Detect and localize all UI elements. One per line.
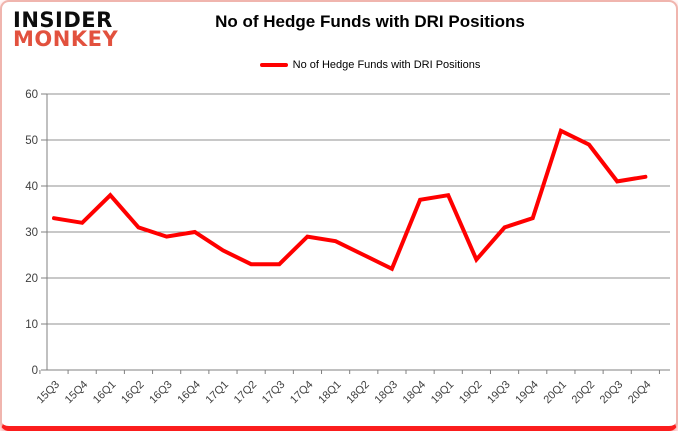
insider-monkey-logo: INSIDER MONKEY: [13, 8, 119, 52]
data-series-line: [52, 127, 648, 272]
x-tick-label: 17Q3: [260, 379, 288, 407]
x-tick-label: 16Q1: [91, 379, 119, 407]
chart-header: No of Hedge Funds with DRI Positions: [68, 12, 672, 32]
x-tick-label: 16Q2: [119, 379, 147, 407]
x-tick-label: 19Q1: [429, 379, 457, 407]
logo-text-monkey: MONKEY: [13, 27, 119, 52]
x-tick-label: 20Q1: [541, 379, 569, 407]
x-tick-label: 17Q1: [204, 379, 232, 407]
x-tick-label: 20Q3: [598, 379, 626, 407]
logo-text-insider: INSIDER: [13, 8, 113, 32]
x-tick-label: 18Q1: [316, 379, 344, 407]
legend-line-swatch: [259, 63, 288, 67]
x-tick-label: 19Q4: [513, 379, 541, 407]
x-tick-label: 18Q4: [401, 379, 429, 407]
x-tick-label: 19Q2: [457, 379, 485, 407]
x-tick-label: 16Q4: [175, 379, 203, 407]
y-tick-label: 30: [25, 227, 38, 239]
x-tick-label: 18Q3: [373, 379, 401, 407]
x-tick-label: 16Q3: [147, 379, 175, 407]
x-tick-label: 15Q3: [35, 379, 63, 407]
x-tick-label: 17Q4: [288, 379, 316, 407]
chart-legend: No of Hedge Funds with DRI Positions: [68, 59, 672, 71]
y-tick-label: 60: [25, 89, 38, 101]
y-tick-label: 0: [32, 365, 38, 377]
x-tick-label: 20Q2: [570, 379, 598, 407]
legend-label: No of Hedge Funds with DRI Positions: [292, 59, 481, 71]
x-tick-label: 17Q2: [232, 379, 260, 407]
chart-title: No of Hedge Funds with DRI Positions: [215, 12, 525, 31]
x-tick-label: 18Q2: [344, 379, 372, 407]
y-tick-label: 40: [25, 181, 38, 193]
y-tick-label: 10: [25, 319, 38, 331]
x-tick-label: 20Q4: [626, 379, 654, 407]
y-tick-label: 20: [25, 273, 38, 285]
y-tick-label: 50: [25, 135, 38, 147]
x-tick-label: 15Q4: [63, 379, 91, 407]
x-tick-label: 19Q3: [485, 379, 513, 407]
